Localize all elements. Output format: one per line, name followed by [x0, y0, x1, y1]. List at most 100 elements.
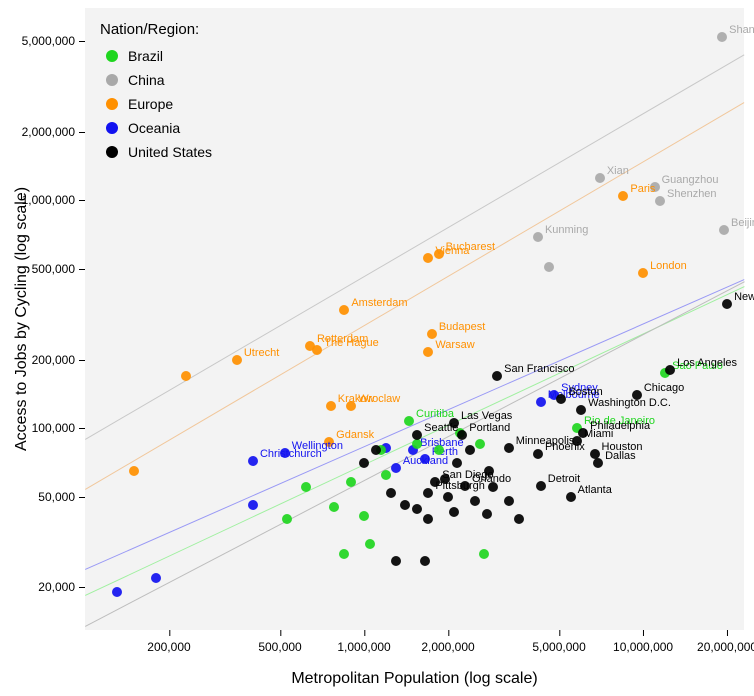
data-point [556, 394, 566, 404]
data-point [482, 509, 492, 519]
data-point-label: Warsaw [435, 339, 474, 351]
data-point [282, 514, 292, 524]
y-tick: 50,000 [38, 490, 75, 504]
y-tick: 500,000 [32, 262, 75, 276]
data-point [460, 481, 470, 491]
data-point [443, 492, 453, 502]
legend-title: Nation/Region: [100, 21, 210, 38]
data-point [717, 32, 727, 42]
data-point-label: Rio de Janeiro [584, 415, 655, 427]
data-point [248, 500, 258, 510]
data-point [452, 458, 462, 468]
data-point [301, 482, 311, 492]
data-point [504, 443, 514, 453]
data-point-label: Washington D.C. [588, 397, 671, 409]
data-point-label: Minneapolis [516, 435, 575, 447]
data-point [533, 449, 543, 459]
data-point-label: Shenzhen [667, 188, 717, 200]
legend-label: Oceania [128, 120, 180, 136]
data-point-label: Christchurch [260, 448, 322, 460]
data-point [112, 587, 122, 597]
y-tick: 2,000,000 [22, 125, 75, 139]
data-point [129, 466, 139, 476]
data-point [434, 445, 444, 455]
data-point [470, 496, 480, 506]
data-point-label: Kunming [545, 224, 588, 236]
data-point-label: Gdansk [336, 429, 374, 441]
data-point [339, 305, 349, 315]
data-point [280, 448, 290, 458]
data-point [391, 463, 401, 473]
data-point-label: Wroclaw [358, 393, 400, 405]
data-point [365, 539, 375, 549]
x-tick: 200,000 [147, 640, 190, 654]
data-point [400, 500, 410, 510]
data-point [391, 556, 401, 566]
data-point [359, 458, 369, 468]
data-point-label: Beijing [731, 217, 754, 229]
data-point [412, 439, 422, 449]
data-point-label: Miami [584, 428, 613, 440]
data-point-label: Sao Paulo [672, 360, 723, 372]
data-point [359, 511, 369, 521]
x-tick: 2,000,000 [421, 640, 474, 654]
data-point [484, 466, 494, 476]
data-point [329, 502, 339, 512]
data-point [722, 299, 732, 309]
legend-label: Europe [128, 96, 173, 112]
data-point [479, 549, 489, 559]
data-point [423, 514, 433, 524]
data-point-label: New York City [734, 291, 754, 303]
legend-label: Brazil [128, 48, 163, 64]
data-point-label: Philadelphia [590, 420, 650, 432]
legend-item: Oceania [98, 116, 212, 140]
data-point [404, 416, 414, 426]
data-point [430, 477, 440, 487]
data-point [427, 329, 437, 339]
data-point [326, 401, 336, 411]
legend-label: United States [128, 144, 212, 160]
data-point [423, 253, 433, 263]
data-point-label: Boston [568, 386, 602, 398]
y-tick: 5,000,000 [22, 34, 75, 48]
data-point [420, 556, 430, 566]
data-point [412, 504, 422, 514]
data-point [514, 514, 524, 524]
x-tick: 5,000,000 [532, 640, 585, 654]
data-point [593, 458, 603, 468]
data-point [449, 418, 459, 428]
data-point [536, 481, 546, 491]
x-tick: 500,000 [258, 640, 301, 654]
legend-swatch-icon [106, 122, 118, 134]
data-point [434, 249, 444, 259]
legend-swatch-icon [106, 146, 118, 158]
legend-item: United States [98, 140, 212, 164]
data-point-label: Chicago [644, 382, 684, 394]
data-point [423, 488, 433, 498]
data-point-label: Guangzhou [662, 174, 719, 186]
data-point-label: Los Angeles [677, 357, 737, 369]
data-point [638, 268, 648, 278]
data-point-label: Sydney [561, 382, 598, 394]
y-tick: 100,000 [32, 421, 75, 435]
data-point-label: Utrecht [244, 347, 279, 359]
data-point [449, 507, 459, 517]
data-point [346, 401, 356, 411]
data-point [324, 437, 334, 447]
y-tick: 200,000 [32, 353, 75, 367]
data-point [650, 182, 660, 192]
data-point [618, 191, 628, 201]
data-point [475, 439, 485, 449]
data-point [386, 488, 396, 498]
data-point-label: Wellington [292, 440, 343, 452]
legend-swatch-icon [106, 74, 118, 86]
data-point-label: Dallas [605, 450, 636, 462]
data-point [488, 482, 498, 492]
data-point [465, 445, 475, 455]
x-tick: 20,000,000 [697, 640, 754, 654]
data-point [536, 397, 546, 407]
legend-item: Europe [98, 92, 212, 116]
data-point-label: Budapest [439, 321, 485, 333]
y-tick: 20,000 [38, 580, 75, 594]
x-axis-label: Metropolitan Population (log scale) [291, 670, 537, 688]
